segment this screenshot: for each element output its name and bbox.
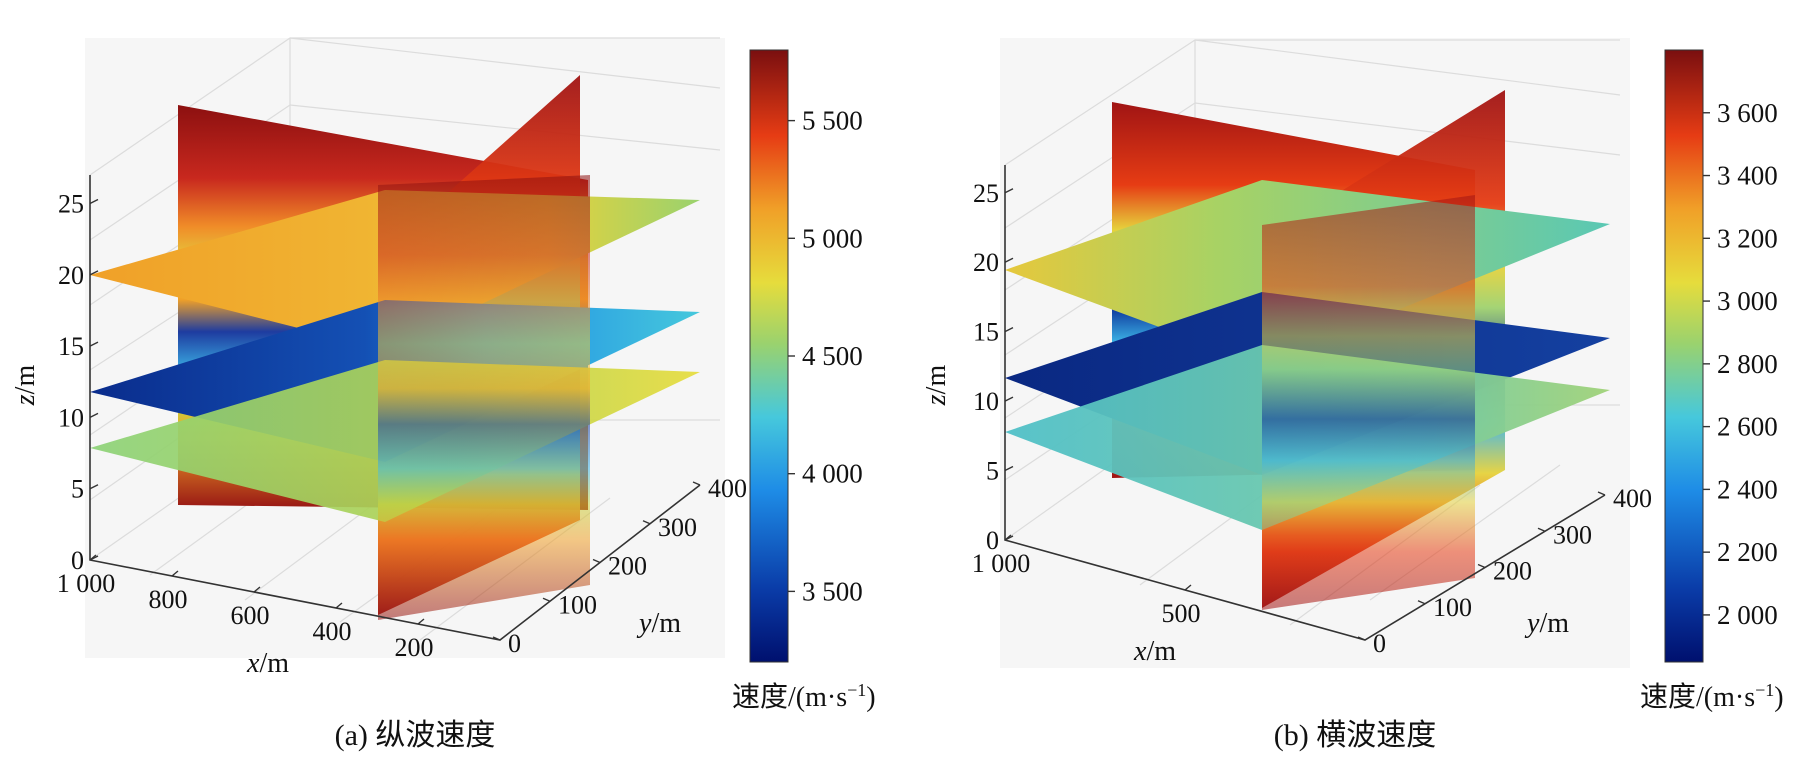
z-tick-mark xyxy=(89,412,99,419)
z-tick-mark xyxy=(1004,327,1014,333)
y-tick-label: 400 xyxy=(1613,484,1652,513)
colorbar-tick-label: 5 500 xyxy=(802,106,863,136)
y-tick-label: 0 xyxy=(1373,629,1386,658)
y-tick-label: 300 xyxy=(658,513,697,542)
panel-b-y-ticks: 0 100 200 300 400 xyxy=(1357,484,1652,658)
colorbar-tick-label: 2 800 xyxy=(1717,349,1778,379)
slice-x-front-b xyxy=(1262,195,1475,610)
z-tick-label: 5 xyxy=(71,475,84,504)
y-tick-mark xyxy=(592,558,601,564)
y-tick-mark xyxy=(642,520,651,525)
z-tick-label: 20 xyxy=(973,248,999,277)
z-tick-label: 10 xyxy=(973,387,999,416)
x-tick-label: 600 xyxy=(231,601,270,630)
x-tick-label: 1 000 xyxy=(57,569,116,598)
y-tick-label: 300 xyxy=(1553,520,1592,549)
x-tick-label: 500 xyxy=(1162,599,1201,628)
y-tick-label: 0 xyxy=(508,629,521,658)
y-tick-label: 100 xyxy=(558,590,597,619)
colorbar-tick-label: 2 600 xyxy=(1717,412,1778,442)
colorbar-tick-label: 2 000 xyxy=(1717,600,1778,630)
panel-a-x-label: x/m xyxy=(246,648,289,679)
panel-a-caption: (a) 纵波速度 xyxy=(335,719,496,752)
colorbar-tick-label: 2 400 xyxy=(1717,474,1778,504)
y-tick-mark xyxy=(692,481,701,486)
x-tick-mark xyxy=(335,602,343,609)
x-tick-label: 200 xyxy=(395,633,434,662)
colorbar-tick-label: 3 500 xyxy=(802,576,863,606)
panel-b-z-ticks: 0 5 10 15 20 25 xyxy=(973,179,1014,555)
x-tick-label: 400 xyxy=(313,617,352,646)
y-tick-mark xyxy=(1417,600,1426,605)
y-tick-mark xyxy=(1537,527,1546,532)
colorbar-tick-label: 5 000 xyxy=(802,223,863,253)
y-tick-mark xyxy=(542,597,551,602)
panel-a-colorbar xyxy=(749,49,789,663)
z-tick-label: 0 xyxy=(986,526,999,555)
z-tick-mark xyxy=(1004,188,1014,194)
y-tick-label: 400 xyxy=(708,474,747,503)
panel-a-colorbar-ticks: 5 500 5 000 4 500 4 000 3 500 xyxy=(788,106,863,606)
x-tick-mark xyxy=(1004,534,1012,541)
y-tick-mark xyxy=(1357,636,1366,641)
x-tick-mark xyxy=(171,570,179,577)
y-tick-label: 200 xyxy=(1493,557,1532,586)
panel-b-colorbar-ticks: 3 600 3 400 3 200 3 000 2 800 2 600 2 400 2 200… xyxy=(1703,98,1778,630)
x-tick-mark xyxy=(1184,584,1192,591)
z-tick-label: 15 xyxy=(58,332,84,361)
panel-a-z-ticks: 0 5 10 15 20 25 xyxy=(58,190,99,575)
colorbar-tick-label: 4 500 xyxy=(802,341,863,371)
colorbar-tick-label: 4 000 xyxy=(802,459,863,489)
panel-a-y-ticks: 0 100 200 300 400 xyxy=(492,474,747,658)
colorbar-tick-label: 2 200 xyxy=(1717,537,1778,567)
z-tick-mark xyxy=(1004,465,1014,472)
z-tick-label: 20 xyxy=(58,261,84,290)
panel-a-y-label: y/m xyxy=(636,608,681,639)
colorbar-tick-label: 3 200 xyxy=(1717,223,1778,253)
z-tick-mark xyxy=(89,341,99,347)
panel-b: 0 5 10 15 20 25 1 000 500 0 100 200 300 400 z/m x/… xyxy=(921,38,1784,752)
z-tick-label: 0 xyxy=(71,546,84,575)
panel-a-z-label: z/m xyxy=(10,365,41,407)
y-tick-mark xyxy=(1597,491,1606,496)
y-tick-label: 100 xyxy=(1433,593,1472,622)
x-tick-mark xyxy=(253,586,261,593)
z-tick-mark xyxy=(89,270,99,276)
colorbar-tick-label: 3 400 xyxy=(1717,161,1778,191)
x-tick-label: 1 000 xyxy=(972,549,1031,578)
panel-b-x-label: x/m xyxy=(1133,636,1176,667)
z-tick-mark xyxy=(1004,257,1014,263)
panel-b-x-ticks: 1 000 500 xyxy=(972,534,1201,628)
z-tick-mark xyxy=(89,198,99,205)
z-tick-label: 5 xyxy=(986,457,999,486)
z-tick-label: 25 xyxy=(973,179,999,208)
y-tick-mark xyxy=(492,636,501,641)
x-tick-mark xyxy=(89,554,97,561)
y-tick-label: 200 xyxy=(608,552,647,581)
panel-b-z-label: z/m xyxy=(921,365,952,407)
panel-b-colorbar-label: 速度/(m·s−1) xyxy=(1640,680,1784,713)
z-tick-label: 10 xyxy=(58,403,84,432)
panel-a-x-ticks: 1 000 800 600 400 200 xyxy=(57,554,434,662)
x-tick-mark xyxy=(417,618,425,625)
panel-b-colorbar xyxy=(1664,49,1704,663)
z-tick-label: 15 xyxy=(973,318,999,347)
z-tick-label: 25 xyxy=(58,190,84,219)
y-tick-mark xyxy=(1477,563,1486,569)
slice-x-front xyxy=(378,175,590,620)
panel-b-y-label: y/m xyxy=(1524,608,1569,639)
colorbar-tick-label: 3 600 xyxy=(1717,98,1778,128)
x-tick-label: 800 xyxy=(149,585,188,614)
panel-a-colorbar-label: 速度/(m·s−1) xyxy=(732,680,876,713)
panel-a: 0 5 10 15 20 25 1 000 800 600 400 200 0 100 200 300 4… xyxy=(10,37,876,752)
colorbar-tick-label: 3 000 xyxy=(1717,286,1778,316)
panel-b-caption: (b) 横波速度 xyxy=(1274,719,1436,752)
z-tick-mark xyxy=(1004,396,1014,402)
z-tick-mark xyxy=(89,484,99,490)
